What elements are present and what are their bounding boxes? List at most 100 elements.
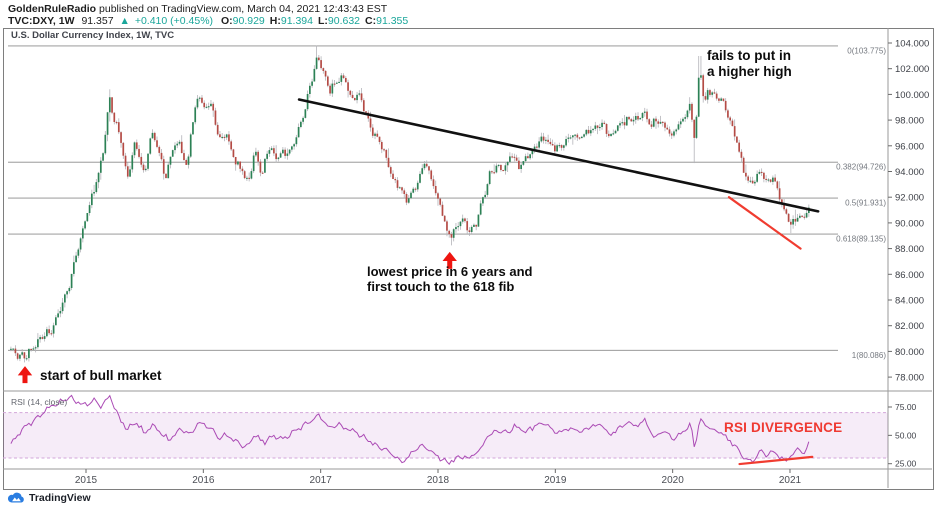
- candle-up: [522, 161, 525, 165]
- ohlc-value: 91.394: [280, 14, 313, 27]
- year-axis-label[interactable]: 2019: [544, 475, 567, 486]
- candle-up: [295, 137, 298, 145]
- candle-down: [560, 145, 563, 148]
- candle-up: [194, 107, 197, 123]
- ohlc-label: O:: [220, 14, 233, 27]
- candle-down: [745, 172, 747, 177]
- candle-up: [99, 160, 102, 173]
- rsi-divergence-line[interactable]: [738, 455, 814, 466]
- candle-down: [655, 118, 657, 122]
- candle-up: [504, 165, 507, 171]
- candle-up: [270, 148, 273, 151]
- year-axis-label[interactable]: 2015: [75, 475, 98, 486]
- year-axis-label[interactable]: 2020: [662, 475, 685, 486]
- candle-down: [527, 156, 529, 159]
- annotation-lowest-price: lowest price in 6 years and first touch …: [367, 264, 532, 294]
- candle-up: [25, 358, 28, 360]
- price-axis-label: 80.000: [895, 347, 924, 358]
- candle-up: [720, 98, 723, 101]
- lowest-price-arrow[interactable]: [442, 251, 457, 269]
- candle-up: [210, 103, 212, 107]
- year-axis-label[interactable]: 2021: [779, 475, 802, 486]
- candle-down: [765, 178, 767, 180]
- year-axis-label[interactable]: 2018: [427, 475, 450, 486]
- candle-down: [778, 188, 781, 200]
- candle-up: [479, 203, 482, 215]
- candle-down: [248, 177, 251, 179]
- candle-up: [592, 128, 594, 131]
- candle-up: [237, 161, 239, 165]
- candle-up: [398, 187, 401, 189]
- candle-down: [513, 156, 516, 158]
- candle-up: [673, 131, 675, 136]
- candle-up: [796, 217, 799, 222]
- candle-down: [135, 142, 138, 149]
- candle-down: [605, 124, 608, 134]
- candle-down: [342, 75, 345, 78]
- candle-down: [713, 92, 716, 94]
- rsi-line[interactable]: [10, 394, 810, 466]
- candle-up: [455, 227, 457, 230]
- candle-up: [108, 97, 111, 113]
- candle-up: [556, 145, 558, 152]
- candle-up: [246, 177, 248, 179]
- candle-down: [769, 179, 772, 182]
- candle-up: [340, 75, 343, 82]
- candle-up: [95, 182, 98, 192]
- candle-down: [787, 213, 790, 222]
- candle-down: [320, 60, 322, 69]
- descending-trendline[interactable]: [297, 98, 820, 213]
- publish-byline: GoldenRuleRadio published on TradingView…: [8, 3, 387, 15]
- candle-up: [266, 153, 268, 159]
- candle-up: [583, 134, 585, 137]
- candle-down: [153, 132, 156, 141]
- candle-down: [138, 148, 140, 157]
- candle-down: [228, 134, 230, 142]
- candle-up: [291, 146, 293, 150]
- candle-up: [174, 145, 176, 151]
- byline-text: published on TradingView.com, March 04, …: [96, 3, 388, 15]
- candle-down: [776, 181, 779, 189]
- candle-down: [122, 142, 125, 156]
- candle-down: [441, 204, 444, 216]
- tradingview-brand-text: TradingView: [29, 491, 91, 504]
- rsi-axis-label: 25.00: [895, 459, 917, 469]
- candle-down: [403, 190, 406, 194]
- candle-down: [715, 93, 718, 99]
- candle-up: [300, 121, 302, 127]
- candle-down: [378, 136, 381, 142]
- author-name: GoldenRuleRadio: [8, 3, 97, 15]
- year-axis-label[interactable]: 2016: [192, 475, 215, 486]
- candle-down: [239, 161, 242, 169]
- candle-up: [509, 156, 511, 162]
- red-falling-channel-line[interactable]: [727, 196, 802, 250]
- candle-up: [531, 150, 534, 155]
- candle-up: [756, 173, 758, 182]
- candle-down: [727, 110, 729, 118]
- candle-up: [758, 171, 761, 174]
- candle-down: [396, 180, 399, 188]
- candle-up: [416, 182, 419, 190]
- candle-down: [111, 97, 113, 113]
- candle-down: [317, 57, 320, 61]
- annotation-line: a higher high: [707, 63, 792, 79]
- candle-down: [464, 218, 466, 222]
- candle-down: [261, 172, 264, 174]
- tradingview-logo[interactable]: TradingView: [7, 491, 91, 504]
- candle-down: [515, 157, 518, 161]
- candle-up: [189, 134, 192, 157]
- rsi-indicator-label[interactable]: RSI (14, close): [11, 397, 68, 407]
- chart-legend[interactable]: U.S. Dollar Currency Index, 1W, TVC: [11, 30, 175, 41]
- candle-up: [21, 352, 23, 355]
- candle-up: [695, 116, 698, 138]
- candle-up: [268, 150, 271, 154]
- year-axis-label[interactable]: 2017: [310, 475, 333, 486]
- candle-down: [439, 198, 442, 205]
- candle-up: [59, 311, 62, 314]
- candle-up: [93, 192, 95, 194]
- candle-up: [679, 121, 682, 125]
- bull-market-arrow[interactable]: [17, 366, 33, 384]
- candle-down: [596, 125, 599, 128]
- candle-down: [428, 166, 430, 171]
